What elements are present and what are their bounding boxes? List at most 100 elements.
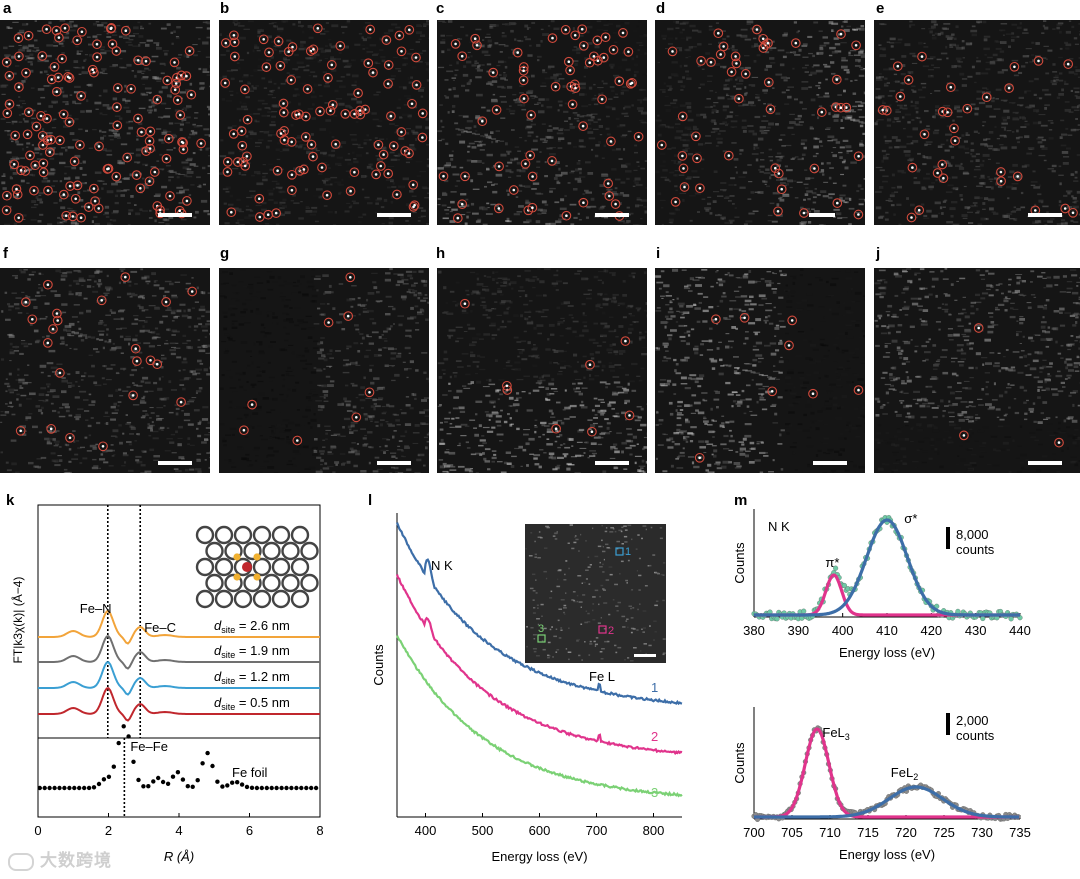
scale-unit: counts [956, 542, 995, 557]
panel-label-g: g [220, 245, 230, 262]
scale-unit: counts [956, 728, 995, 743]
scale-bar [377, 213, 411, 217]
foil-point [37, 785, 42, 791]
foil-point [62, 785, 67, 791]
y-axis-label: Counts [732, 542, 747, 584]
panel-label-c: c [436, 0, 445, 17]
peak-label-fel2: FeL2 [891, 765, 918, 782]
foil-point [67, 785, 72, 791]
foil-point [244, 784, 250, 790]
foil-point [259, 785, 264, 791]
annotation-n-k: N K [431, 558, 453, 573]
scale-value: 2,000 [956, 713, 989, 728]
foil-point [57, 785, 62, 791]
foil-point [72, 785, 77, 791]
foil-point [86, 785, 92, 791]
foil-point [170, 774, 176, 779]
scale-bar [809, 213, 835, 217]
foil-point [190, 784, 195, 789]
foil-point [269, 785, 274, 791]
foil-point [309, 785, 314, 791]
foil-point [304, 785, 309, 791]
series-line-1 [38, 635, 320, 670]
watermark-logo-icon [8, 852, 34, 871]
series-label-1: dsite = 1.9 nm [214, 643, 290, 660]
foil-point [160, 779, 166, 785]
foil-point [82, 785, 87, 791]
watermark-text: 大数跨境 [40, 851, 112, 870]
annotation-fe-l: Fe L [589, 669, 615, 684]
x-axis-label: Energy loss (eV) [491, 849, 587, 864]
panel-label-b: b [220, 0, 230, 17]
micrograph-d [655, 20, 865, 225]
foil-point [235, 780, 240, 785]
panel-label-j: j [876, 245, 881, 262]
spectrum-line-3 [396, 635, 683, 798]
foil-point [215, 779, 220, 784]
foil-point [205, 750, 210, 756]
foil-point [279, 785, 284, 791]
annotation-fe-n: Fe–N [80, 601, 112, 616]
micrograph-f [0, 268, 210, 473]
panel-label-l: l [368, 492, 373, 509]
x-axis-label: Energy loss (eV) [839, 847, 935, 862]
foil-point [47, 785, 52, 791]
inset-micrograph: 123 [525, 524, 666, 663]
foil-point [136, 777, 141, 783]
panel-label-h: h [436, 245, 446, 262]
series-label-0: dsite = 2.6 nm [214, 618, 290, 635]
data-point [955, 608, 961, 614]
foil-point [200, 761, 205, 766]
spectrum-label-3: 3 [651, 785, 658, 800]
foil-point [254, 785, 260, 791]
data-point [774, 616, 780, 622]
foil-point [220, 784, 225, 789]
annotation-fe-foil: Fe foil [232, 765, 268, 780]
panel-label-k: k [6, 492, 15, 509]
micrograph-b [219, 20, 429, 225]
micrograph-j [874, 268, 1080, 473]
scale-bar [1028, 461, 1062, 465]
series-line-2 [38, 661, 320, 696]
foil-point [146, 784, 151, 789]
foil-point [180, 777, 186, 782]
peak-label-fel3: FeL3 [822, 725, 849, 742]
foil-point [156, 775, 161, 781]
data-point [841, 582, 847, 589]
foil-point [185, 784, 190, 789]
foil-point [165, 781, 171, 786]
chart-k: 0 2 4 6 8R (Å)FT|k3χ(k)| (Å−4) dsite = 2.6 nm… [10, 504, 324, 864]
y-axis-label: FT|k3χ(k)| (Å−4) [10, 577, 25, 664]
foil-point [96, 781, 102, 787]
fit-peak-0 [754, 727, 1020, 819]
series-label-3: dsite = 0.5 nm [214, 695, 290, 712]
data-point [833, 565, 839, 571]
foil-point [225, 783, 230, 788]
micrograph-a [0, 20, 210, 225]
data-point [801, 608, 807, 614]
foil-point [195, 778, 200, 783]
data-point [1008, 616, 1014, 622]
peak-label-sigma: σ* [904, 511, 917, 526]
panel-label-f: f [3, 245, 8, 262]
foil-point [141, 784, 146, 789]
x-axis-label: R (Å) [164, 849, 194, 864]
scale-bar [595, 213, 629, 217]
scale-bar [1028, 213, 1062, 217]
foil-point [121, 724, 126, 729]
foil-point [116, 740, 121, 746]
foil-point [294, 785, 299, 791]
foil-point [274, 785, 279, 791]
spectrum-line-1 [395, 522, 683, 706]
spectrum-label-1: 1 [651, 680, 658, 695]
panel-label-m: m [734, 492, 748, 509]
panel-label-a: a [3, 0, 12, 17]
foil-point [77, 785, 82, 791]
foil-point [210, 763, 215, 769]
foil-point [230, 780, 235, 785]
scale-bar [158, 461, 192, 465]
scale-value: 8,000 [956, 527, 989, 542]
fit-peak-1 [754, 785, 1020, 819]
